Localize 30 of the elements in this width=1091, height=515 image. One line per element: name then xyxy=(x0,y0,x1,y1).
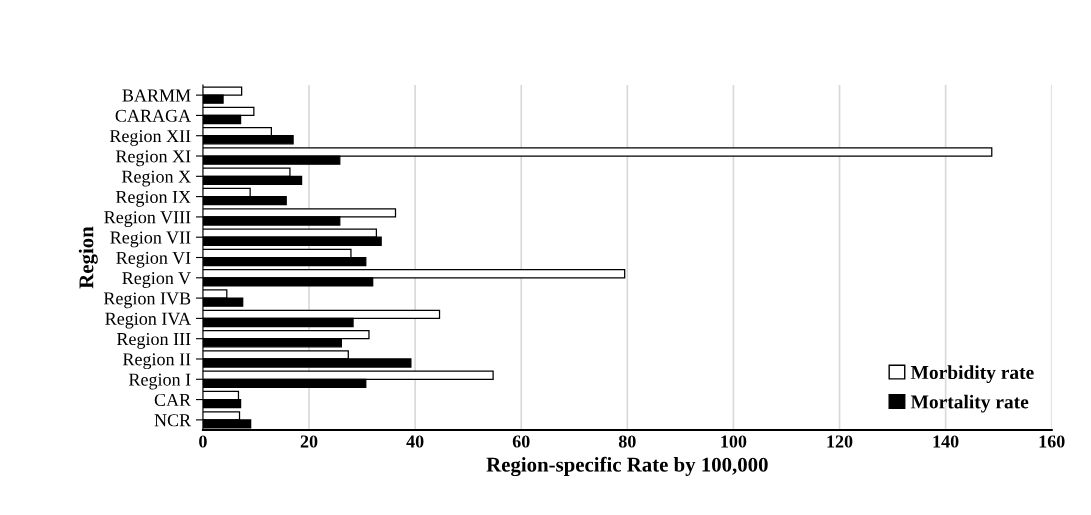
x-tick-label: 60 xyxy=(512,435,530,448)
x-tick-label: 80 xyxy=(618,435,636,448)
y-tick-label: Region III xyxy=(116,332,191,349)
x-tick-label: 40 xyxy=(406,435,424,448)
y-tick-label: BARMM xyxy=(122,89,191,102)
x-tick-label: 120 xyxy=(827,435,853,448)
y-tick-label: Region V xyxy=(122,272,191,288)
y-tick-label: NCR xyxy=(154,414,192,427)
x-tick-label: 100 xyxy=(721,435,747,448)
y-tick-label: Region I xyxy=(128,373,191,390)
y-tick-label: Region VIII xyxy=(104,211,191,228)
y-tick-label: Region VII xyxy=(110,231,191,248)
legend-label: Morbidity rate xyxy=(910,365,1034,384)
y-tick-label: Region X xyxy=(121,170,191,187)
y-tick-label: Region IX xyxy=(115,190,191,207)
y-tick-label: CAR xyxy=(154,393,192,407)
y-axis-title: Region xyxy=(78,226,98,289)
y-tick-label: Region IVB xyxy=(103,292,191,309)
x-tick-label: 20 xyxy=(300,435,318,448)
y-tick-label: Region IVA xyxy=(105,312,191,329)
y-tick-label: Region II xyxy=(122,353,191,370)
x-tick-label: 140 xyxy=(933,435,959,448)
x-tick-label: 160 xyxy=(1039,435,1065,448)
x-tick-label: 0 xyxy=(199,435,207,448)
legend-label: Mortality rate xyxy=(910,394,1029,413)
y-tick-label: Region XI xyxy=(115,150,191,167)
y-tick-label: CARAGA xyxy=(115,109,191,122)
y-tick-label: Region VI xyxy=(116,251,191,268)
x-axis-title: Region-specific Rate by 100,000 xyxy=(486,456,768,477)
y-tick-label: Region XII xyxy=(109,130,191,146)
